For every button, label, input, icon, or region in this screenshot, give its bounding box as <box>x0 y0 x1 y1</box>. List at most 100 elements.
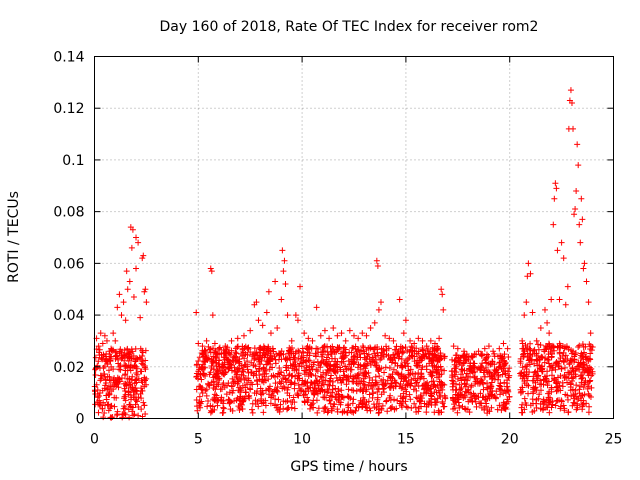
data-point <box>431 409 438 416</box>
data-point <box>429 368 436 375</box>
data-point <box>537 377 544 384</box>
data-point <box>202 352 209 359</box>
data-point <box>111 403 118 410</box>
data-point <box>430 362 437 369</box>
data-point <box>573 406 580 413</box>
data-point <box>103 358 110 365</box>
data-point <box>440 306 447 313</box>
data-point <box>99 356 106 363</box>
data-point <box>371 358 378 365</box>
data-point <box>375 386 382 393</box>
data-point <box>199 343 206 350</box>
data-point <box>455 399 462 406</box>
data-point <box>199 384 206 391</box>
data-point <box>330 346 337 353</box>
data-point <box>576 386 583 393</box>
data-point <box>140 252 147 259</box>
data-point <box>560 255 567 262</box>
data-point <box>551 195 558 202</box>
data-point <box>351 332 357 339</box>
data-point <box>527 340 534 347</box>
data-point <box>366 405 373 412</box>
data-point <box>238 362 245 369</box>
y-tick-label: 0 <box>76 412 85 428</box>
data-point <box>341 344 348 351</box>
data-point <box>470 364 477 371</box>
data-point <box>562 391 569 398</box>
data-point <box>554 247 561 254</box>
data-point <box>549 372 556 379</box>
data-point <box>547 348 554 355</box>
data-point <box>537 365 544 372</box>
data-point <box>335 388 342 395</box>
data-point <box>141 374 148 381</box>
data-point <box>259 352 266 359</box>
data-point <box>398 362 405 369</box>
data-point <box>393 405 400 412</box>
data-point <box>327 378 334 385</box>
data-point <box>558 239 565 246</box>
data-point <box>322 404 329 411</box>
data-point <box>135 412 142 419</box>
data-point <box>122 391 129 398</box>
data-point <box>325 358 332 365</box>
data-point <box>419 337 426 344</box>
data-point <box>544 382 551 389</box>
data-point <box>321 394 328 401</box>
data-point <box>392 382 399 389</box>
data-point <box>321 327 328 334</box>
data-point <box>442 395 449 402</box>
data-point <box>312 353 319 360</box>
data-point <box>225 357 232 364</box>
data-point <box>209 408 216 415</box>
data-point <box>296 385 303 392</box>
data-point <box>405 363 412 370</box>
data-point <box>415 335 422 342</box>
data-point <box>579 369 586 376</box>
data-point <box>95 401 102 408</box>
data-point <box>320 381 327 388</box>
data-point <box>519 364 526 371</box>
data-point <box>380 353 387 360</box>
data-point <box>559 383 566 390</box>
data-point <box>241 355 248 362</box>
data-point <box>97 330 104 337</box>
data-point <box>360 384 367 391</box>
data-point <box>362 373 369 380</box>
data-point <box>496 360 503 367</box>
data-point <box>130 293 137 300</box>
data-point <box>124 286 131 293</box>
data-point <box>478 400 485 407</box>
data-point <box>129 404 136 411</box>
data-point <box>424 379 431 386</box>
data-point <box>257 344 264 351</box>
data-point <box>138 395 145 402</box>
data-point <box>522 363 529 370</box>
data-point <box>411 400 418 407</box>
data-point <box>521 380 528 387</box>
data-point <box>383 343 390 350</box>
data-point <box>529 309 536 316</box>
data-point <box>556 358 563 365</box>
data-point <box>308 363 315 370</box>
data-point <box>234 335 241 342</box>
data-point <box>117 346 124 353</box>
data-point <box>518 409 525 416</box>
data-point <box>374 262 381 269</box>
data-point <box>239 406 246 413</box>
data-point <box>356 351 363 358</box>
data-point <box>291 385 298 392</box>
data-point <box>578 397 585 404</box>
data-point <box>571 356 578 363</box>
data-point <box>361 396 368 403</box>
data-point <box>209 358 216 365</box>
data-point <box>137 345 144 352</box>
data-point <box>468 382 475 389</box>
data-point <box>225 365 232 372</box>
data-point <box>248 369 255 376</box>
data-point <box>465 374 472 381</box>
data-point <box>255 317 262 324</box>
data-point <box>550 364 557 371</box>
data-point <box>558 365 565 372</box>
data-point <box>217 367 224 374</box>
